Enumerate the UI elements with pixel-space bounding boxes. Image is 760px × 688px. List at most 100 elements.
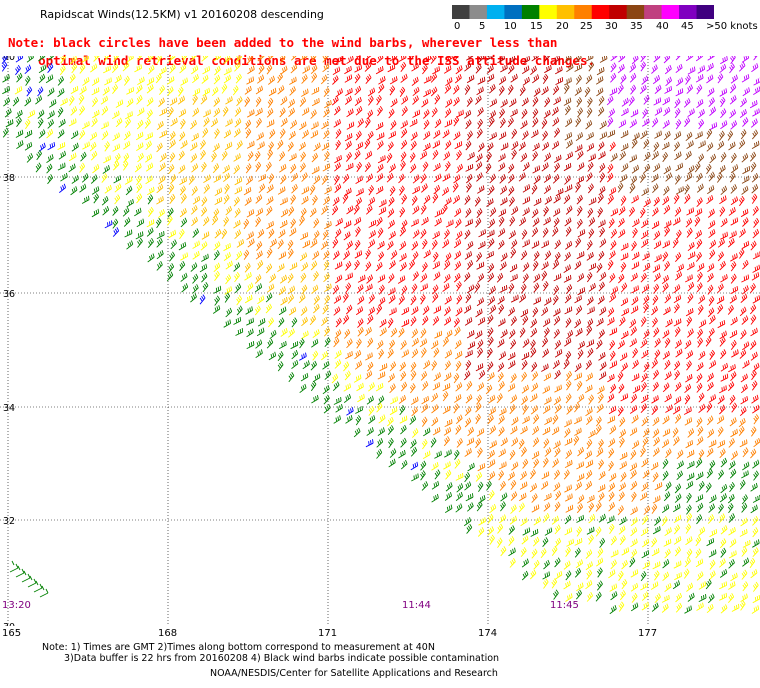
wind-barb <box>277 139 284 150</box>
wind-barb <box>301 107 310 116</box>
wind-barb <box>179 176 187 185</box>
wind-barb <box>554 557 561 568</box>
latitude-label: 32 <box>3 516 15 527</box>
wind-barb <box>169 131 176 141</box>
wind-barb <box>643 505 651 515</box>
wind-barb <box>300 232 309 241</box>
wind-barb <box>344 65 352 75</box>
wind-barb <box>156 250 164 260</box>
wind-barb <box>280 208 289 218</box>
wind-barb <box>543 396 552 405</box>
wind-barb <box>587 97 593 108</box>
wind-barb <box>584 384 593 393</box>
wind-barb <box>387 141 394 152</box>
wind-barb <box>586 569 593 580</box>
wind-barb <box>507 163 515 174</box>
wind-barb <box>442 383 451 392</box>
wind-barb <box>708 97 715 108</box>
wind-barb <box>475 153 483 163</box>
wind-barb <box>697 304 704 315</box>
wind-barb <box>717 251 724 262</box>
wind-barb <box>511 128 518 139</box>
wind-barb <box>707 381 714 392</box>
wind-barb <box>531 382 539 392</box>
wind-barb <box>345 414 353 424</box>
wind-barb <box>596 66 605 76</box>
wind-barb <box>707 284 714 295</box>
wind-barb <box>541 270 548 281</box>
wind-barb <box>652 472 659 483</box>
wind-barb <box>213 97 221 107</box>
wind-barb <box>464 417 472 428</box>
wind-barb <box>719 63 727 74</box>
wind-barb <box>641 591 649 601</box>
wind-barb <box>674 271 683 281</box>
wind-barb <box>564 293 572 304</box>
wind-barb <box>433 305 442 314</box>
wind-barb <box>265 303 272 314</box>
wind-barb <box>507 56 516 64</box>
wind-barb <box>487 526 495 536</box>
wind-barb <box>662 415 670 425</box>
wind-barb <box>510 239 518 249</box>
wind-barb <box>542 537 549 548</box>
wind-barb <box>630 84 637 95</box>
wind-barb <box>169 97 178 106</box>
wind-barb <box>533 458 540 469</box>
wind-barb <box>323 404 331 414</box>
wind-barb <box>564 427 571 438</box>
wind-barb <box>565 593 573 602</box>
wind-barb <box>12 96 20 107</box>
wind-barb <box>180 272 188 282</box>
wind-barb <box>420 347 427 358</box>
wind-barb <box>475 402 482 413</box>
wind-barb <box>225 260 233 270</box>
wind-barb <box>255 207 264 217</box>
wind-barb <box>741 274 750 283</box>
wind-barb <box>225 274 232 285</box>
wind-barb <box>575 182 581 193</box>
wind-barb <box>673 131 682 140</box>
wind-barb <box>552 174 560 184</box>
wind-barb <box>663 306 671 316</box>
wind-barb <box>474 282 481 293</box>
wind-barb <box>267 149 273 160</box>
wind-barb <box>508 360 516 369</box>
wind-barb <box>511 141 519 151</box>
wind-barb <box>741 546 748 557</box>
wind-barb <box>673 360 681 371</box>
wind-barb <box>698 581 707 590</box>
wind-barb <box>268 173 275 184</box>
wind-barb <box>454 261 462 271</box>
wind-barb <box>662 571 670 582</box>
wind-barb <box>400 459 408 470</box>
wind-barb <box>390 396 398 405</box>
wind-barb <box>290 218 296 229</box>
wind-barb <box>643 151 651 162</box>
wind-barb <box>310 380 317 392</box>
wind-barb <box>388 339 395 350</box>
wind-barb <box>730 273 737 284</box>
wind-barb <box>631 373 640 382</box>
wind-barb <box>751 63 759 73</box>
wind-barb <box>333 306 341 316</box>
wind-barb <box>709 460 716 471</box>
wind-barb <box>355 175 363 184</box>
wind-barb <box>311 166 320 175</box>
wind-barb <box>697 65 706 74</box>
wind-barb <box>311 394 319 404</box>
wind-barb <box>464 229 471 240</box>
wind-barb <box>357 295 365 305</box>
wind-barb <box>465 218 473 227</box>
wind-barb <box>586 339 595 348</box>
wind-barb <box>400 151 407 162</box>
wind-barb <box>223 243 231 252</box>
wind-barb <box>740 373 748 383</box>
wind-barb <box>190 119 197 130</box>
wind-barb <box>136 175 142 186</box>
wind-barb <box>376 340 384 350</box>
wind-barb <box>730 286 739 295</box>
wind-barb <box>487 414 494 425</box>
wind-barb <box>617 570 624 581</box>
colorbar-label: >50 knots <box>706 21 758 32</box>
